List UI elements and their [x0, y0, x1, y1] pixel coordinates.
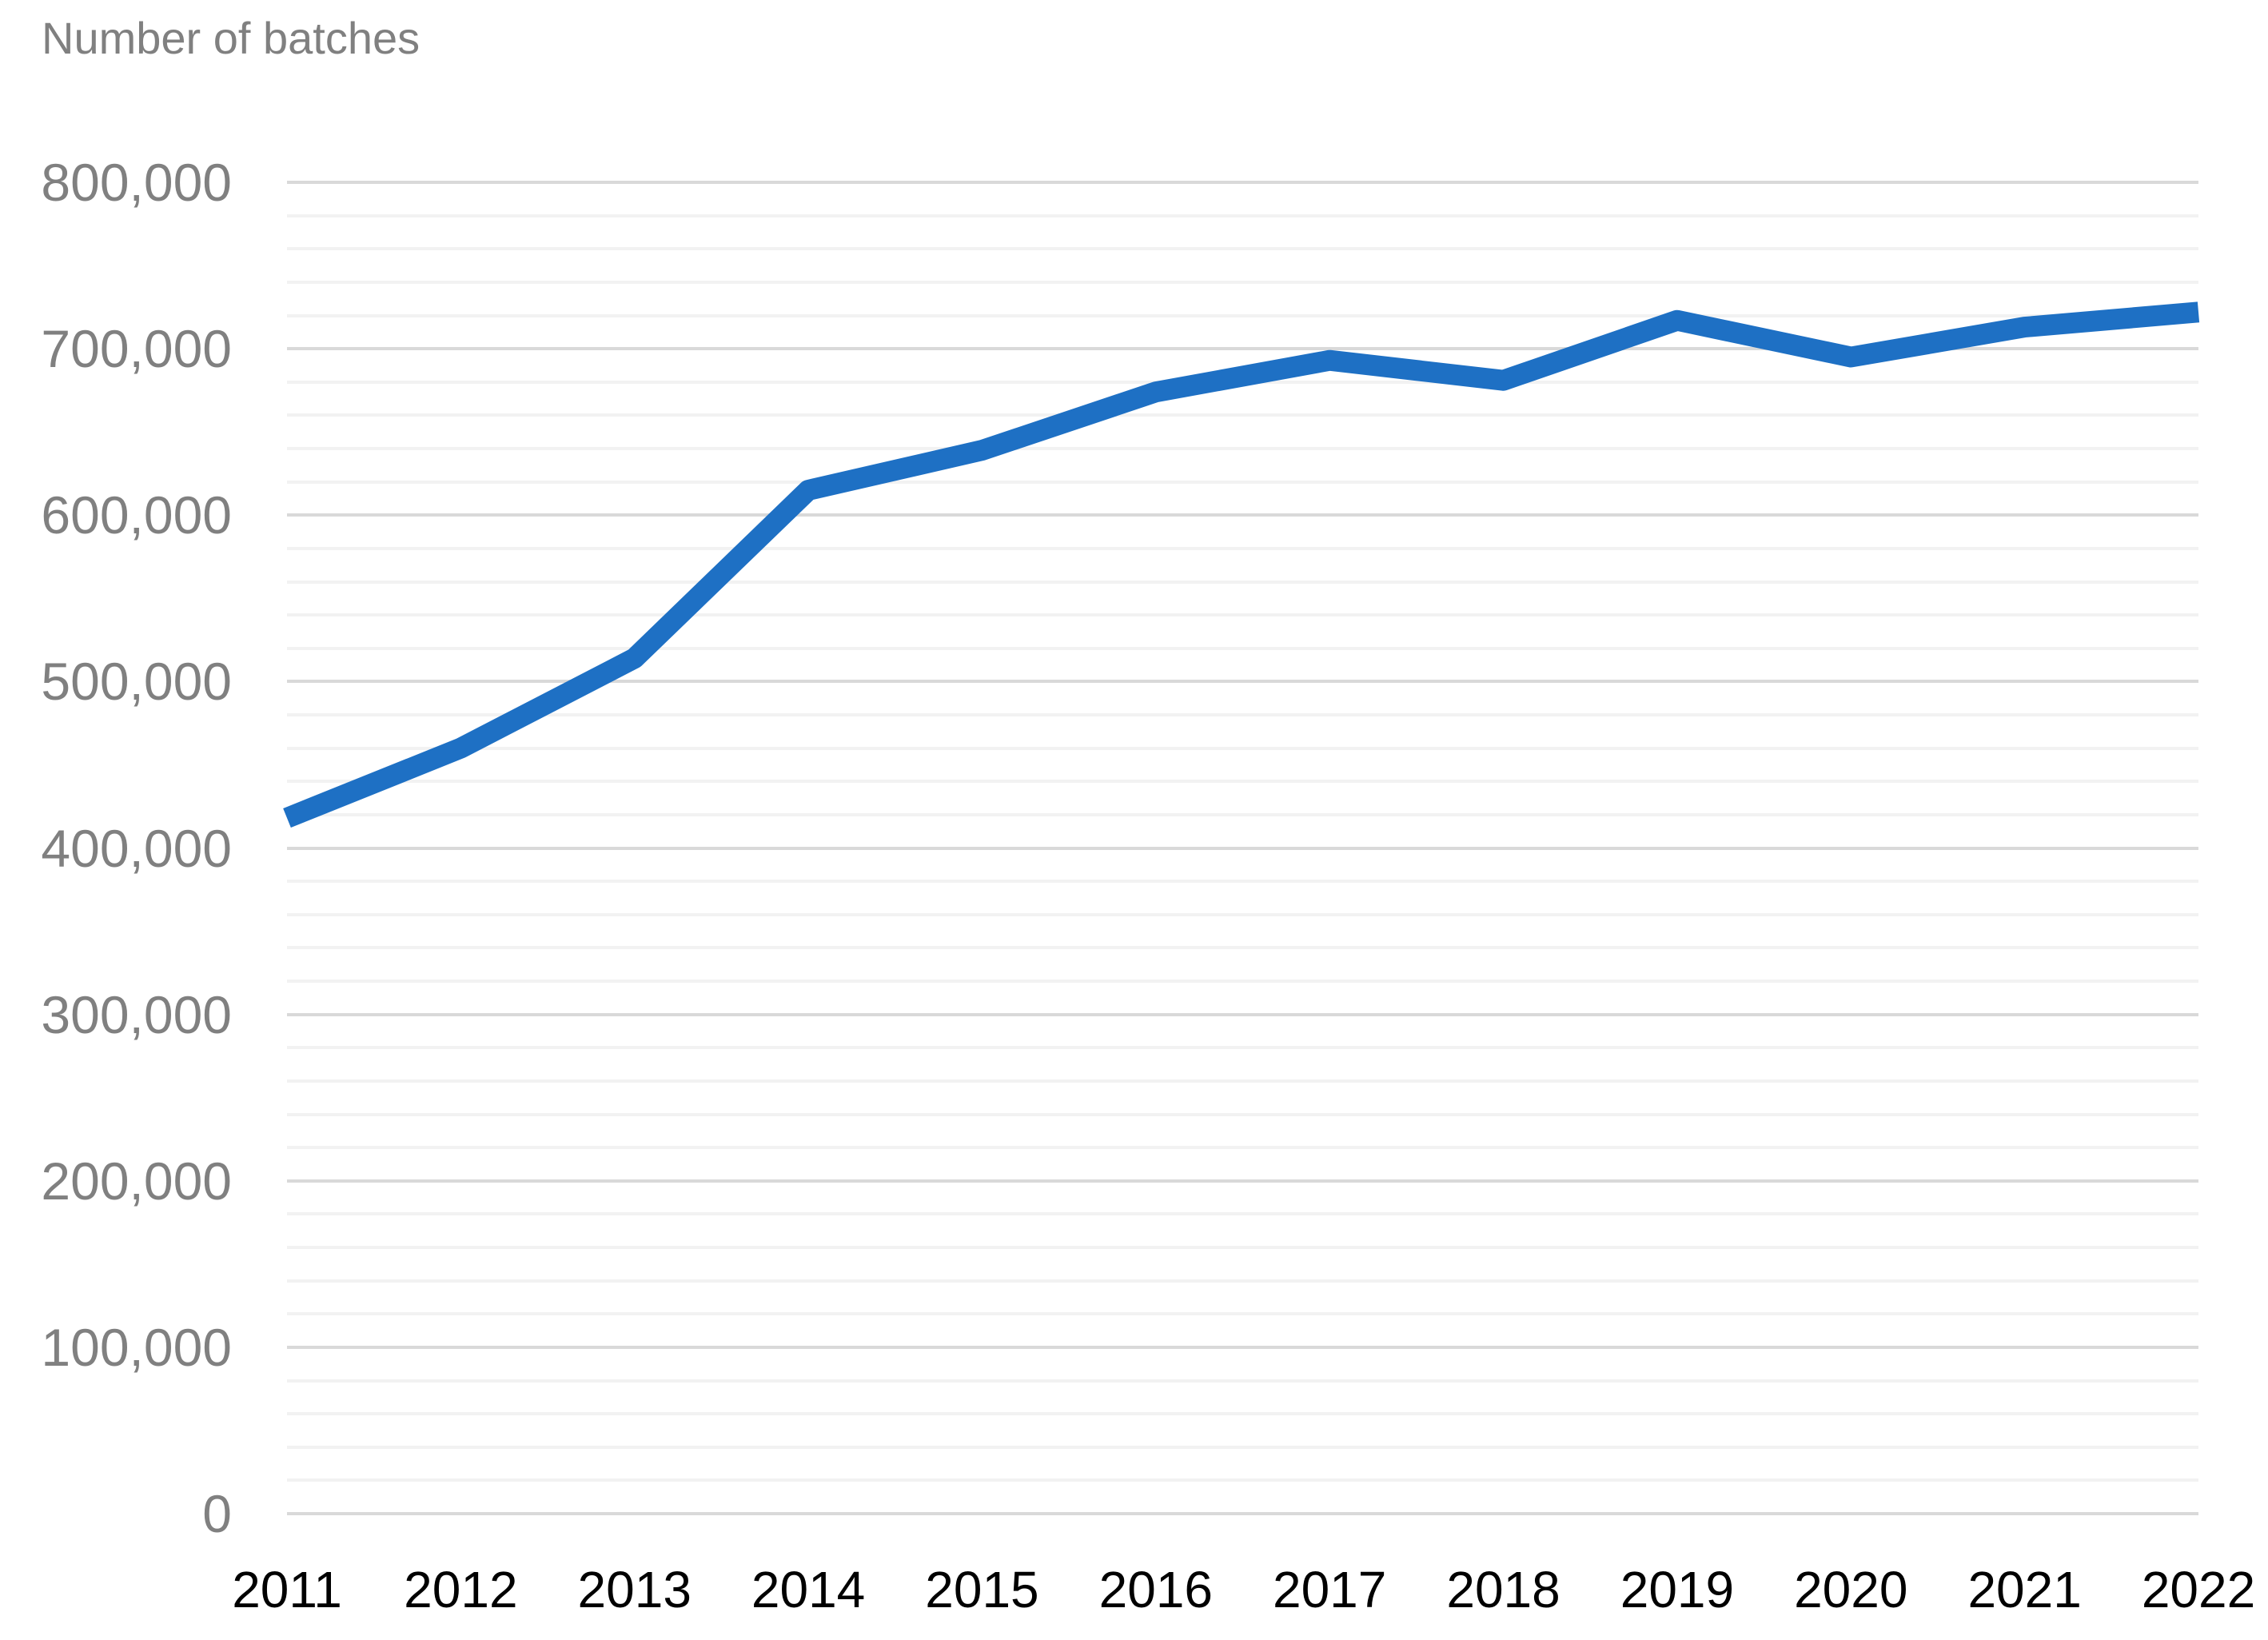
minor-gridline [287, 1212, 2198, 1216]
major-gridline [287, 181, 2198, 184]
minor-gridline [287, 646, 2198, 650]
major-gridline [287, 347, 2198, 351]
y-tick-label: 700,000 [41, 319, 232, 379]
minor-gridline [287, 1412, 2198, 1416]
x-tick-label: 2019 [1620, 1561, 1735, 1618]
major-gridline [287, 846, 2198, 850]
y-tick-label: 200,000 [41, 1151, 232, 1211]
x-tick-label: 2022 [2141, 1561, 2256, 1618]
minor-gridline [287, 880, 2198, 884]
x-tick-label: 2016 [1098, 1561, 1213, 1618]
minor-gridline [287, 980, 2198, 983]
y-tick-label: 800,000 [41, 153, 232, 212]
chart-title: Number of batches [42, 13, 421, 63]
y-tick-label: 500,000 [41, 652, 232, 712]
minor-gridline [287, 613, 2198, 617]
minor-gridline [287, 1112, 2198, 1116]
y-tick-label: 600,000 [41, 485, 232, 545]
major-gridline [287, 1012, 2198, 1016]
minor-gridline [287, 746, 2198, 750]
x-tick-label: 2012 [404, 1561, 518, 1618]
x-tick-label: 2014 [751, 1561, 866, 1618]
minor-gridline [287, 447, 2198, 450]
minor-gridline [287, 247, 2198, 251]
major-gridline [287, 1512, 2198, 1515]
y-tick-label: 300,000 [41, 984, 232, 1044]
minor-gridline [287, 546, 2198, 550]
major-gridline [287, 680, 2198, 684]
minor-gridline [287, 1312, 2198, 1316]
minor-gridline [287, 713, 2198, 716]
x-tick-label: 2011 [232, 1561, 342, 1618]
minor-gridline [287, 1046, 2198, 1050]
y-tick-label: 100,000 [41, 1317, 232, 1377]
minor-gridline [287, 912, 2198, 916]
major-gridline [287, 513, 2198, 517]
batches-series-line [283, 301, 2200, 828]
x-tick-label: 2018 [1446, 1561, 1560, 1618]
minor-gridline [287, 213, 2198, 217]
minor-gridline [287, 812, 2198, 816]
minor-gridline [287, 1445, 2198, 1449]
minor-gridline [287, 1478, 2198, 1482]
minor-gridline [287, 1279, 2198, 1283]
minor-gridline [287, 1146, 2198, 1150]
minor-gridline [287, 313, 2198, 317]
minor-gridline [287, 480, 2198, 484]
minor-gridline [287, 946, 2198, 950]
y-tick-label: 400,000 [41, 818, 232, 878]
x-tick-label: 2021 [1967, 1561, 2082, 1618]
minor-gridline [287, 280, 2198, 284]
minor-gridline [287, 1246, 2198, 1249]
minor-gridline [287, 780, 2198, 784]
x-tick-label: 2020 [1794, 1561, 1908, 1618]
y-tick-label: 0 [202, 1484, 232, 1543]
minor-gridline [287, 580, 2198, 584]
x-tick-label: 2017 [1272, 1561, 1387, 1618]
minor-gridline [287, 1079, 2198, 1083]
minor-gridline [287, 413, 2198, 417]
major-gridline [287, 1179, 2198, 1183]
x-tick-label: 2013 [577, 1561, 692, 1618]
minor-gridline [287, 1379, 2198, 1383]
x-tick-label: 2015 [925, 1561, 1039, 1618]
major-gridline [287, 1345, 2198, 1349]
